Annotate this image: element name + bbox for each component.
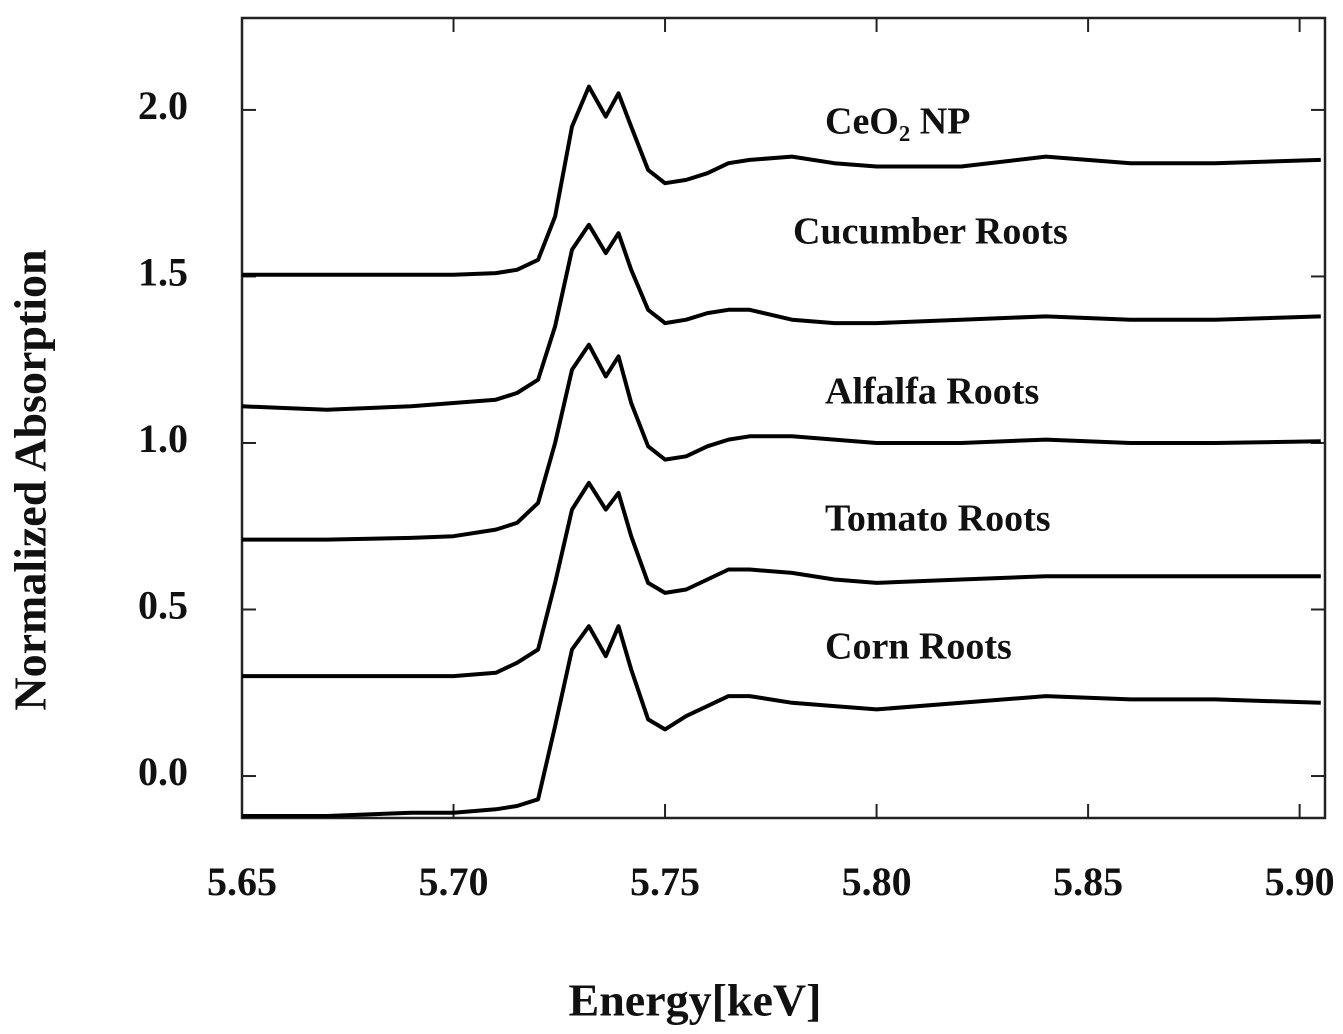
series-label: Tomato Roots: [825, 498, 1051, 540]
series-label: Cucumber Roots: [793, 211, 1068, 253]
y-axis-title: Normalized Absorption: [5, 249, 56, 710]
y-tick-label: 1.0: [138, 416, 188, 461]
x-axis-title: Energy[keV]: [569, 975, 822, 1026]
x-tick-label: 5.80: [842, 859, 912, 904]
series-line: [242, 84, 1321, 277]
x-tick-label: 5.75: [630, 859, 700, 904]
series-label: Corn Roots: [825, 626, 1012, 668]
y-tick-label: 1.5: [138, 250, 188, 295]
x-tick-label: 5.65: [207, 859, 277, 904]
y-tick-label: 2.0: [138, 83, 188, 128]
series-label: Alfalfa Roots: [825, 371, 1039, 413]
x-tick-label: 5.70: [419, 859, 489, 904]
series-line: [241, 222, 1321, 412]
y-tick-label: 0.0: [138, 749, 188, 794]
series-label: CeO₂ NP: [825, 101, 970, 143]
y-tick-label: 0.5: [138, 583, 188, 628]
x-tick-label: 5.90: [1265, 859, 1335, 904]
series-line: [242, 624, 1321, 818]
series-line: [242, 342, 1321, 542]
plot-frame: [240, 16, 1327, 820]
series-line: [242, 480, 1321, 679]
x-tick-label: 5.85: [1053, 859, 1123, 904]
